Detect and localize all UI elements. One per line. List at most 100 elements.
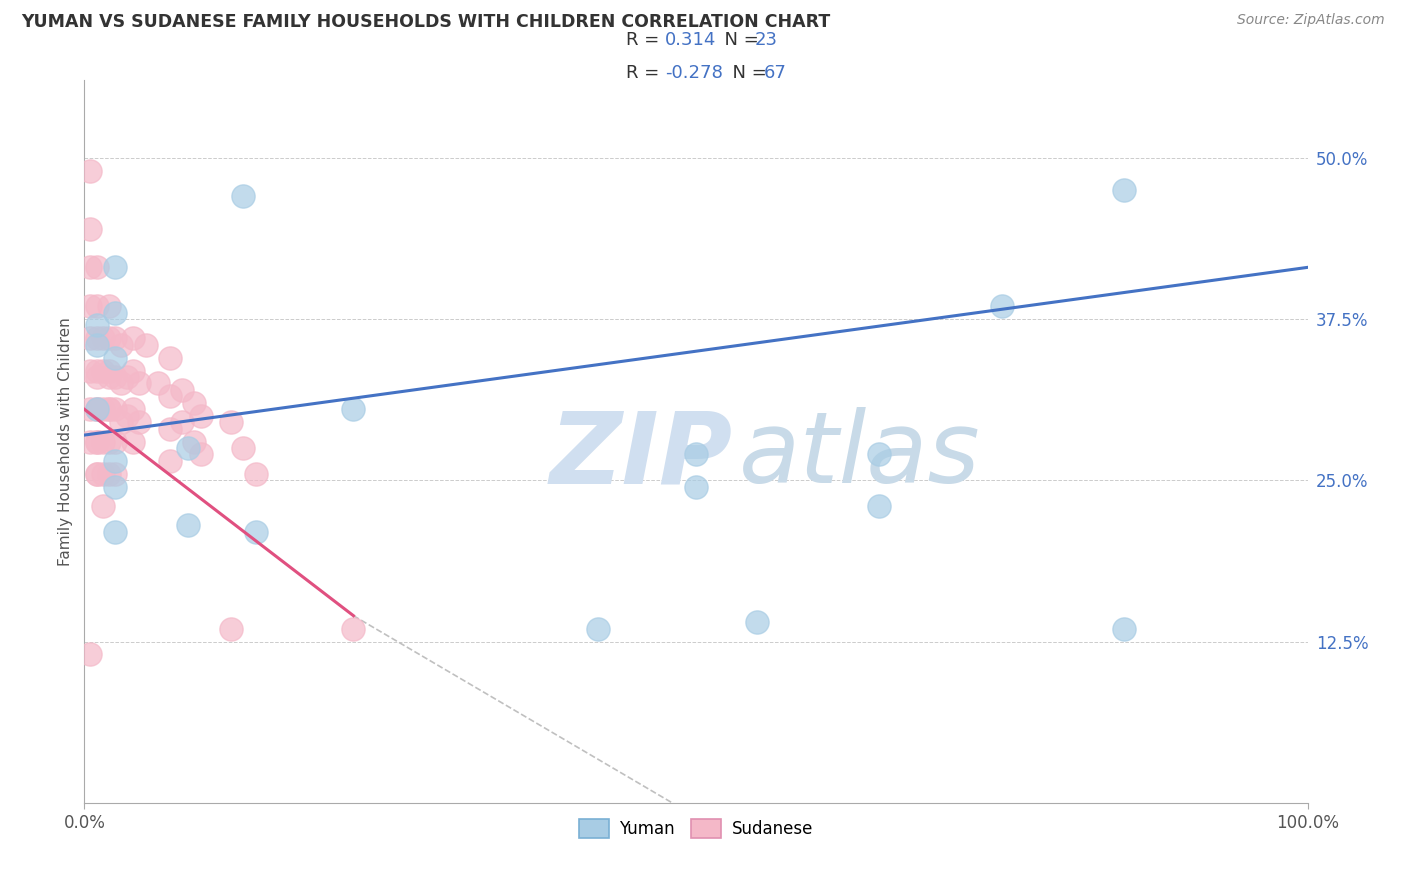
Point — [86, 434, 108, 449]
Point — [115, 370, 138, 384]
Point — [79, 363, 101, 377]
Point — [159, 389, 181, 403]
Point — [190, 409, 212, 423]
Point — [86, 402, 108, 417]
Point — [79, 434, 101, 449]
Point — [172, 415, 194, 429]
Text: R =: R = — [626, 64, 665, 82]
Point — [86, 299, 108, 313]
Point — [104, 402, 127, 417]
Point — [104, 467, 127, 481]
Point — [122, 434, 145, 449]
Point — [104, 331, 127, 345]
Point — [97, 370, 120, 384]
Point — [122, 363, 145, 377]
Point — [232, 441, 254, 455]
Point — [86, 318, 108, 333]
Point — [86, 370, 108, 384]
Point — [86, 260, 108, 275]
Y-axis label: Family Households with Children: Family Households with Children — [58, 318, 73, 566]
Text: -0.278: -0.278 — [665, 64, 723, 82]
Point — [97, 363, 120, 377]
Point — [86, 467, 108, 481]
Point — [110, 338, 132, 352]
Legend: Yuman, Sudanese: Yuman, Sudanese — [572, 813, 820, 845]
Point — [232, 189, 254, 203]
Point — [86, 467, 108, 481]
Point — [86, 402, 108, 417]
Point — [177, 441, 200, 455]
Point — [115, 409, 138, 423]
Point — [190, 447, 212, 461]
Point — [110, 415, 132, 429]
Point — [86, 338, 108, 352]
Point — [97, 467, 120, 481]
Point — [91, 331, 114, 345]
Point — [586, 622, 609, 636]
Text: 23: 23 — [755, 31, 778, 49]
Point — [91, 402, 114, 417]
Point — [79, 260, 101, 275]
Point — [97, 402, 120, 417]
Point — [342, 402, 364, 417]
Point — [104, 480, 127, 494]
Point — [104, 260, 127, 275]
Point — [91, 499, 114, 513]
Text: ZIP: ZIP — [550, 408, 733, 505]
Point — [79, 648, 101, 662]
Point — [97, 331, 120, 345]
Text: YUMAN VS SUDANESE FAMILY HOUSEHOLDS WITH CHILDREN CORRELATION CHART: YUMAN VS SUDANESE FAMILY HOUSEHOLDS WITH… — [21, 13, 831, 31]
Point — [869, 447, 891, 461]
Point — [79, 402, 101, 417]
Point — [135, 338, 157, 352]
Point — [159, 351, 181, 365]
Point — [146, 376, 169, 391]
Point — [104, 524, 127, 539]
Point — [104, 370, 127, 384]
Point — [685, 480, 707, 494]
Text: 0.314: 0.314 — [665, 31, 717, 49]
Point — [342, 622, 364, 636]
Text: Source: ZipAtlas.com: Source: ZipAtlas.com — [1237, 13, 1385, 28]
Text: N =: N = — [713, 31, 765, 49]
Point — [110, 376, 132, 391]
Point — [79, 299, 101, 313]
Text: R =: R = — [626, 31, 665, 49]
Point — [91, 434, 114, 449]
Point — [86, 363, 108, 377]
Point — [219, 415, 242, 429]
Point — [159, 454, 181, 468]
Point — [86, 331, 108, 345]
Point — [183, 396, 205, 410]
Point — [869, 499, 891, 513]
Point — [128, 415, 150, 429]
Point — [685, 447, 707, 461]
Point — [122, 402, 145, 417]
Text: 67: 67 — [763, 64, 786, 82]
Point — [79, 221, 101, 235]
Point — [91, 363, 114, 377]
Point — [97, 434, 120, 449]
Point — [104, 434, 127, 449]
Point — [1114, 622, 1136, 636]
Point — [159, 422, 181, 436]
Point — [128, 376, 150, 391]
Point — [219, 622, 242, 636]
Point — [91, 467, 114, 481]
Point — [172, 383, 194, 397]
Point — [97, 299, 120, 313]
Point — [97, 402, 120, 417]
Point — [177, 518, 200, 533]
Point — [122, 331, 145, 345]
Point — [86, 434, 108, 449]
Text: atlas: atlas — [738, 408, 980, 505]
Point — [991, 299, 1014, 313]
Point — [79, 331, 101, 345]
Point — [79, 163, 101, 178]
Point — [245, 524, 267, 539]
Point — [183, 434, 205, 449]
Point — [86, 402, 108, 417]
Point — [104, 305, 127, 319]
Point — [1114, 183, 1136, 197]
Point — [245, 467, 267, 481]
